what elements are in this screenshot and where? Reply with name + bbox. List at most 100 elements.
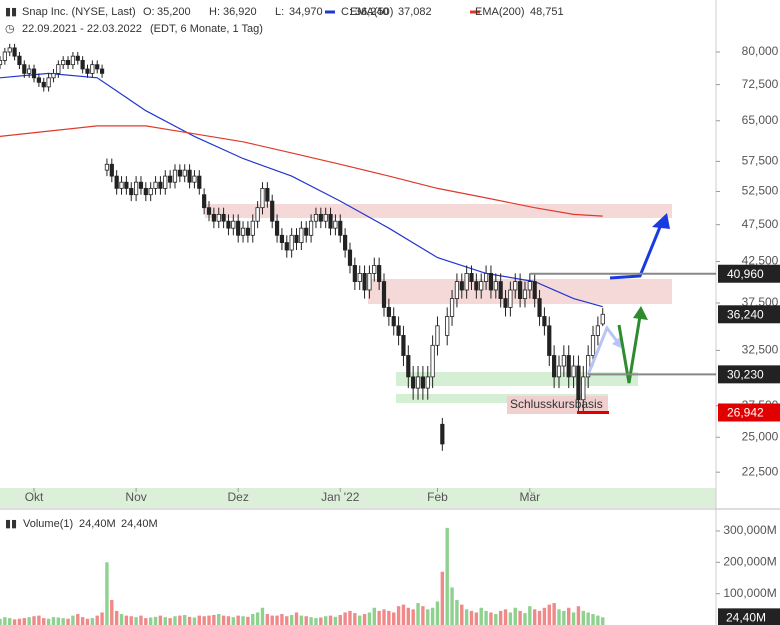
quote-value: 35,200	[157, 6, 191, 18]
candle-body	[581, 376, 586, 401]
volume-bar	[95, 615, 99, 625]
price-label: 26,942	[727, 406, 764, 420]
volume-bar	[134, 617, 138, 625]
candle-body	[347, 249, 353, 266]
volume-bar	[76, 614, 80, 625]
volume-bar	[294, 612, 299, 625]
arrow	[586, 324, 621, 376]
volume-bar	[163, 617, 167, 625]
candle-body	[556, 365, 562, 378]
volume-bar	[85, 618, 90, 625]
candle-body	[56, 64, 61, 74]
arrow	[609, 221, 664, 280]
candle-body	[479, 281, 484, 291]
candle-body	[2, 51, 7, 61]
ema-line	[0, 125, 603, 217]
candle-body	[260, 187, 265, 209]
volume-bar	[197, 615, 201, 625]
candle-body	[148, 187, 153, 196]
candle-body	[333, 220, 338, 229]
candle-body	[411, 376, 416, 389]
y-tick-label: 100,000M	[723, 586, 776, 600]
volume-bar	[430, 607, 435, 625]
volume-bar	[51, 617, 56, 625]
candle-body	[177, 169, 182, 177]
volume-bar	[362, 614, 367, 625]
candle-body	[435, 325, 440, 346]
volume-bar	[328, 615, 333, 625]
volume-bar	[396, 606, 401, 625]
candle-body	[216, 213, 221, 222]
volume-bar	[353, 613, 357, 625]
volume-bar	[314, 618, 318, 625]
candle-body	[114, 175, 119, 189]
candle-body	[187, 169, 192, 183]
volume-bar	[144, 618, 148, 625]
candle-body	[31, 68, 37, 79]
candle-body	[197, 175, 202, 189]
y-tick-label: 72,500	[742, 77, 779, 91]
price-box	[718, 305, 780, 324]
candle-body	[362, 273, 367, 291]
volume-bar	[207, 615, 211, 625]
volume-bar	[513, 607, 517, 625]
candle-body	[119, 181, 124, 189]
volume-bar	[158, 615, 163, 625]
arrowhead	[652, 213, 670, 229]
volume-bar	[270, 615, 274, 625]
annotation: Schlusskursbasis	[510, 397, 603, 411]
y-tick-label: 22,500	[742, 464, 779, 478]
candle-body	[445, 316, 450, 336]
candle-body	[552, 355, 557, 378]
x-tick-label: Feb	[427, 490, 448, 504]
volume-bar	[406, 607, 411, 625]
volume-bar	[183, 614, 187, 625]
volume-bar	[299, 615, 304, 625]
candle-body	[22, 64, 27, 74]
legend-value: 37,082	[398, 6, 432, 18]
candle-body	[440, 423, 445, 445]
candle-body	[265, 187, 270, 202]
candle-body	[46, 77, 51, 88]
candle-body	[172, 169, 178, 183]
volume-bar	[285, 616, 289, 625]
volume-bar	[221, 615, 226, 625]
volume-bar	[358, 615, 362, 625]
candle-body	[425, 376, 430, 389]
candle-body	[90, 64, 95, 74]
candle-body	[503, 298, 508, 308]
support-zone	[396, 394, 608, 403]
y-tick-label: 47,500	[742, 217, 779, 231]
volume-bar	[450, 587, 454, 625]
candle-body	[401, 335, 406, 356]
candle-body	[153, 181, 158, 189]
volume-bar	[333, 616, 338, 625]
candle-body	[192, 175, 197, 183]
candle-body	[386, 307, 391, 317]
x-tick-label: Jan '22	[321, 490, 360, 504]
y-tick-label: 32,500	[742, 343, 779, 357]
candle-body	[211, 213, 216, 222]
volume-bar	[275, 615, 279, 625]
volume-bar	[124, 615, 129, 625]
price-box	[718, 403, 780, 422]
candle-body	[367, 273, 372, 291]
volume-bar	[119, 614, 124, 625]
volume-bar	[46, 618, 51, 625]
volume-bar	[12, 619, 17, 625]
volume-bar	[596, 615, 600, 625]
volume-bar	[37, 615, 41, 625]
candle-body	[323, 213, 328, 222]
price-label: 30,230	[727, 368, 764, 382]
volume-bar	[27, 617, 31, 625]
y-tick-label: 80,000	[742, 44, 779, 58]
volume-bar	[562, 610, 566, 625]
volume-legend-value: 24,40M	[121, 518, 158, 530]
volume-bar	[153, 616, 158, 625]
candle-body	[586, 355, 591, 378]
candle-body	[99, 68, 105, 74]
quote-name: O:	[143, 6, 155, 18]
candle-body	[474, 281, 479, 291]
volume-bar	[571, 612, 576, 625]
candle-body	[537, 298, 542, 317]
